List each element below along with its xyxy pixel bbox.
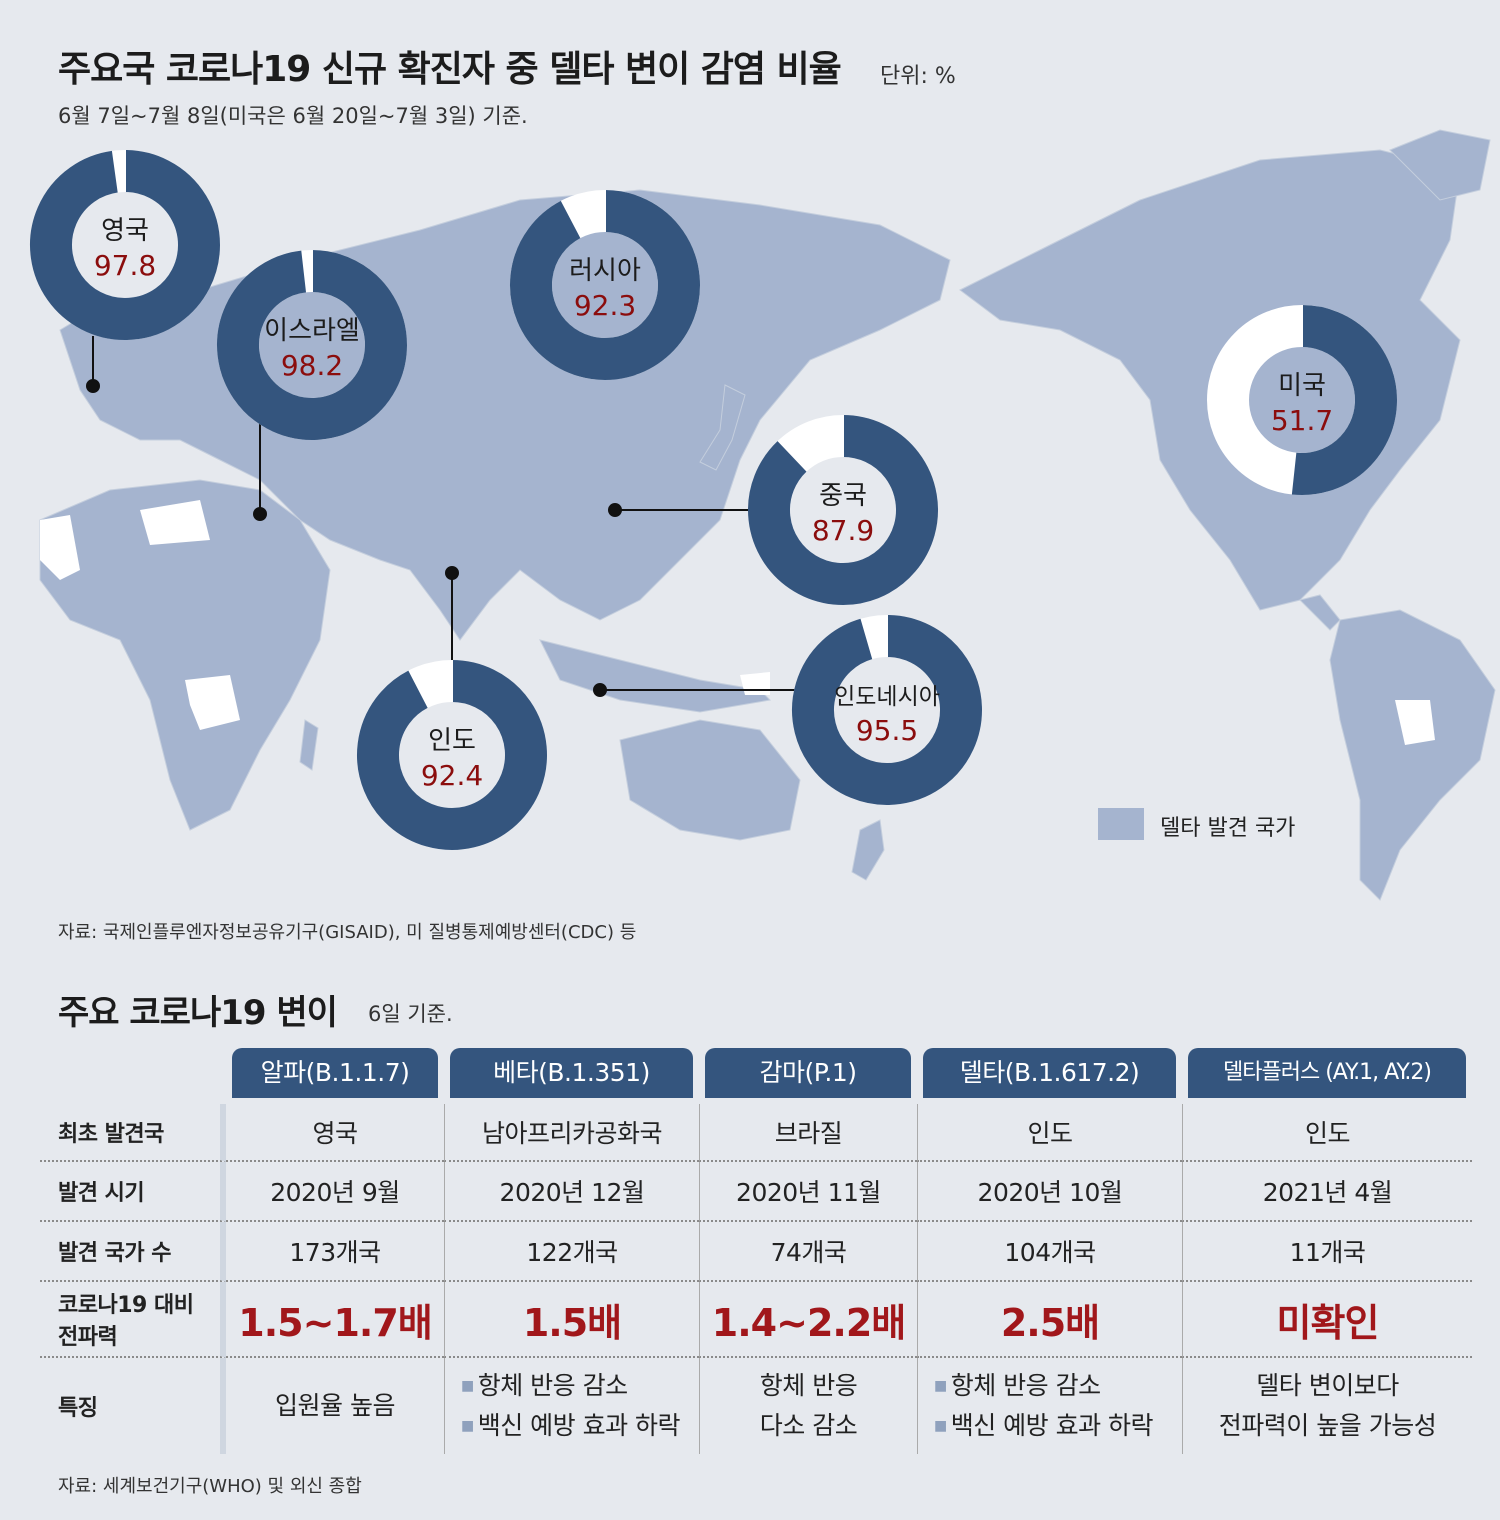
chart-subtitle: 6월 7일~7월 8일(미국은 6월 20일~7월 3일) 기준. xyxy=(58,104,528,128)
table-title: 주요 코로나19 변이 xyxy=(58,993,338,1033)
header-empty xyxy=(40,1048,226,1104)
legend-label: 델타 발견 국가 xyxy=(1160,816,1296,841)
cell-countries-delta: 104개국 xyxy=(917,1222,1182,1282)
donut-label-4: 중국 xyxy=(819,481,867,511)
cell-origin-gamma: 브라질 xyxy=(699,1104,917,1162)
donut-arc-4 xyxy=(748,415,938,605)
donut-label-6: 인도네시아 xyxy=(834,684,940,710)
cell-feat-beta-2: 백신 예방 효과 하락 xyxy=(449,1406,695,1446)
row-label-transmissibility-line1: 코로나19 대비 xyxy=(58,1293,194,1318)
cell-origin-beta: 남아프리카공화국 xyxy=(444,1104,699,1162)
cell-trans-delta-wrap: 2.5배 xyxy=(917,1282,1182,1358)
donut-value-5: 92.4 xyxy=(421,759,483,792)
donut-value-4: 87.9 xyxy=(812,514,874,547)
cell-trans-gamma-wrap: 1.4~2.2배 xyxy=(699,1282,917,1358)
cell-feat-gamma-2: 다소 감소 xyxy=(759,1411,858,1440)
cell-trans-beta-wrap: 1.5배 xyxy=(444,1282,699,1358)
row-label-date: 발견 시기 xyxy=(40,1162,226,1222)
cell-countries-gamma: 74개국 xyxy=(699,1222,917,1282)
cell-feat-alpha: 입원율 높음 xyxy=(275,1391,395,1420)
table-source: 자료: 세계보건기구(WHO) 및 외신 종합 xyxy=(58,1476,362,1497)
non-delta-countries xyxy=(40,500,1435,745)
cell-countries-beta: 122개국 xyxy=(444,1222,699,1282)
donut-value-6: 95.5 xyxy=(856,714,918,747)
row-label-countries: 발견 국가 수 xyxy=(40,1222,226,1282)
variant-header-deltaplus: 델타플러스 (AY.1, AY.2) xyxy=(1188,1048,1466,1098)
variant-header-delta: 델타(B.1.617.2) xyxy=(923,1048,1176,1098)
unit-label: 단위: % xyxy=(880,64,956,89)
variant-table: 알파(B.1.1.7) 베타(B.1.351) 감마(P.1) 델타(B.1.6… xyxy=(40,1048,1472,1454)
cell-origin-deltaplus: 인도 xyxy=(1182,1104,1472,1162)
variant-header-beta: 베타(B.1.351) xyxy=(450,1048,693,1098)
row-label-features: 특징 xyxy=(40,1358,226,1454)
cell-feat-deltaplus-1: 델타 변이보다 xyxy=(1256,1371,1399,1400)
cell-origin-delta: 인도 xyxy=(917,1104,1182,1162)
donut-arc-2 xyxy=(510,190,700,380)
cell-trans-alpha: 1.5~1.7배 xyxy=(238,1300,432,1345)
legend-swatch xyxy=(1098,808,1144,840)
donut-arc-6 xyxy=(792,615,982,805)
cell-feat-deltaplus-wrap: 델타 변이보다 전파력이 높을 가능성 xyxy=(1182,1358,1472,1454)
cell-origin-alpha: 영국 xyxy=(226,1104,444,1162)
donut-label-2: 러시아 xyxy=(569,256,641,286)
connector-lines xyxy=(86,336,795,697)
donut-arc-5 xyxy=(357,660,547,850)
table-subtitle: 6일 기준. xyxy=(368,1002,453,1026)
table-row: 발견 시기 2020년 9월 2020년 12월 2020년 11월 2020년… xyxy=(40,1162,1472,1222)
cell-feat-alpha-wrap: 입원율 높음 xyxy=(226,1358,444,1454)
cell-feat-delta-1: 항체 반응 감소 xyxy=(922,1366,1178,1406)
cell-feat-deltaplus-2: 전파력이 높을 가능성 xyxy=(1218,1411,1437,1440)
donut-label-1: 이스라엘 xyxy=(264,316,360,346)
cell-date-alpha: 2020년 9월 xyxy=(226,1162,444,1222)
donut-arc-3 xyxy=(1291,305,1397,495)
cell-feat-beta-1: 항체 반응 감소 xyxy=(449,1366,695,1406)
cell-trans-deltaplus-wrap: 미확인 xyxy=(1182,1282,1472,1358)
map-source: 자료: 국제인플루엔자정보공유기구(GISAID), 미 질병통제예방센터(CD… xyxy=(58,922,637,943)
donut-value-1: 98.2 xyxy=(281,349,343,382)
table-row: 특징 입원율 높음 항체 반응 감소 백신 예방 효과 하락 항체 반응 다소 … xyxy=(40,1358,1472,1454)
cell-trans-deltaplus: 미확인 xyxy=(1276,1300,1380,1345)
table-row: 코로나19 대비 전파력 1.5~1.7배 1.5배 1.4~2.2배 2.5배… xyxy=(40,1282,1472,1358)
cell-trans-beta: 1.5배 xyxy=(522,1300,622,1345)
table-row: 최초 발견국 영국 남아프리카공화국 브라질 인도 인도 xyxy=(40,1104,1472,1162)
table-row: 발견 국가 수 173개국 122개국 74개국 104개국 11개국 xyxy=(40,1222,1472,1282)
cell-feat-gamma-1: 항체 반응 xyxy=(759,1371,858,1400)
cell-date-deltaplus: 2021년 4월 xyxy=(1182,1162,1472,1222)
cell-trans-alpha-wrap: 1.5~1.7배 xyxy=(226,1282,444,1358)
variant-header-alpha: 알파(B.1.1.7) xyxy=(232,1048,438,1098)
donut-arc-1 xyxy=(217,250,407,440)
table-header-row: 알파(B.1.1.7) 베타(B.1.351) 감마(P.1) 델타(B.1.6… xyxy=(40,1048,1472,1104)
cell-feat-delta-wrap: 항체 반응 감소 백신 예방 효과 하락 xyxy=(917,1358,1182,1454)
donut-label-3: 미국 xyxy=(1278,371,1326,401)
variant-header-gamma: 감마(P.1) xyxy=(705,1048,911,1098)
donut-label-0: 영국 xyxy=(101,216,149,246)
chart-title: 주요국 코로나19 신규 확진자 중 델타 변이 감염 비율 xyxy=(58,49,842,90)
row-label-origin: 최초 발견국 xyxy=(40,1104,226,1162)
cell-trans-gamma: 1.4~2.2배 xyxy=(711,1300,906,1345)
cell-date-delta: 2020년 10월 xyxy=(917,1162,1182,1222)
cell-countries-deltaplus: 11개국 xyxy=(1182,1222,1472,1282)
donut-value-0: 97.8 xyxy=(94,249,156,282)
cell-date-gamma: 2020년 11월 xyxy=(699,1162,917,1222)
cell-date-beta: 2020년 12월 xyxy=(444,1162,699,1222)
donut-label-5: 인도 xyxy=(428,726,476,756)
donut-value-3: 51.7 xyxy=(1271,404,1333,437)
cell-feat-beta-wrap: 항체 반응 감소 백신 예방 효과 하락 xyxy=(444,1358,699,1454)
cell-feat-delta-2: 백신 예방 효과 하락 xyxy=(922,1406,1178,1446)
donut-arc-0 xyxy=(30,150,220,340)
cell-feat-gamma-wrap: 항체 반응 다소 감소 xyxy=(699,1358,917,1454)
donut-value-2: 92.3 xyxy=(574,289,636,322)
cell-trans-delta: 2.5배 xyxy=(1000,1300,1100,1345)
row-label-transmissibility-line2: 전파력 xyxy=(58,1325,118,1350)
cell-countries-alpha: 173개국 xyxy=(226,1222,444,1282)
row-label-transmissibility: 코로나19 대비 전파력 xyxy=(40,1282,226,1358)
